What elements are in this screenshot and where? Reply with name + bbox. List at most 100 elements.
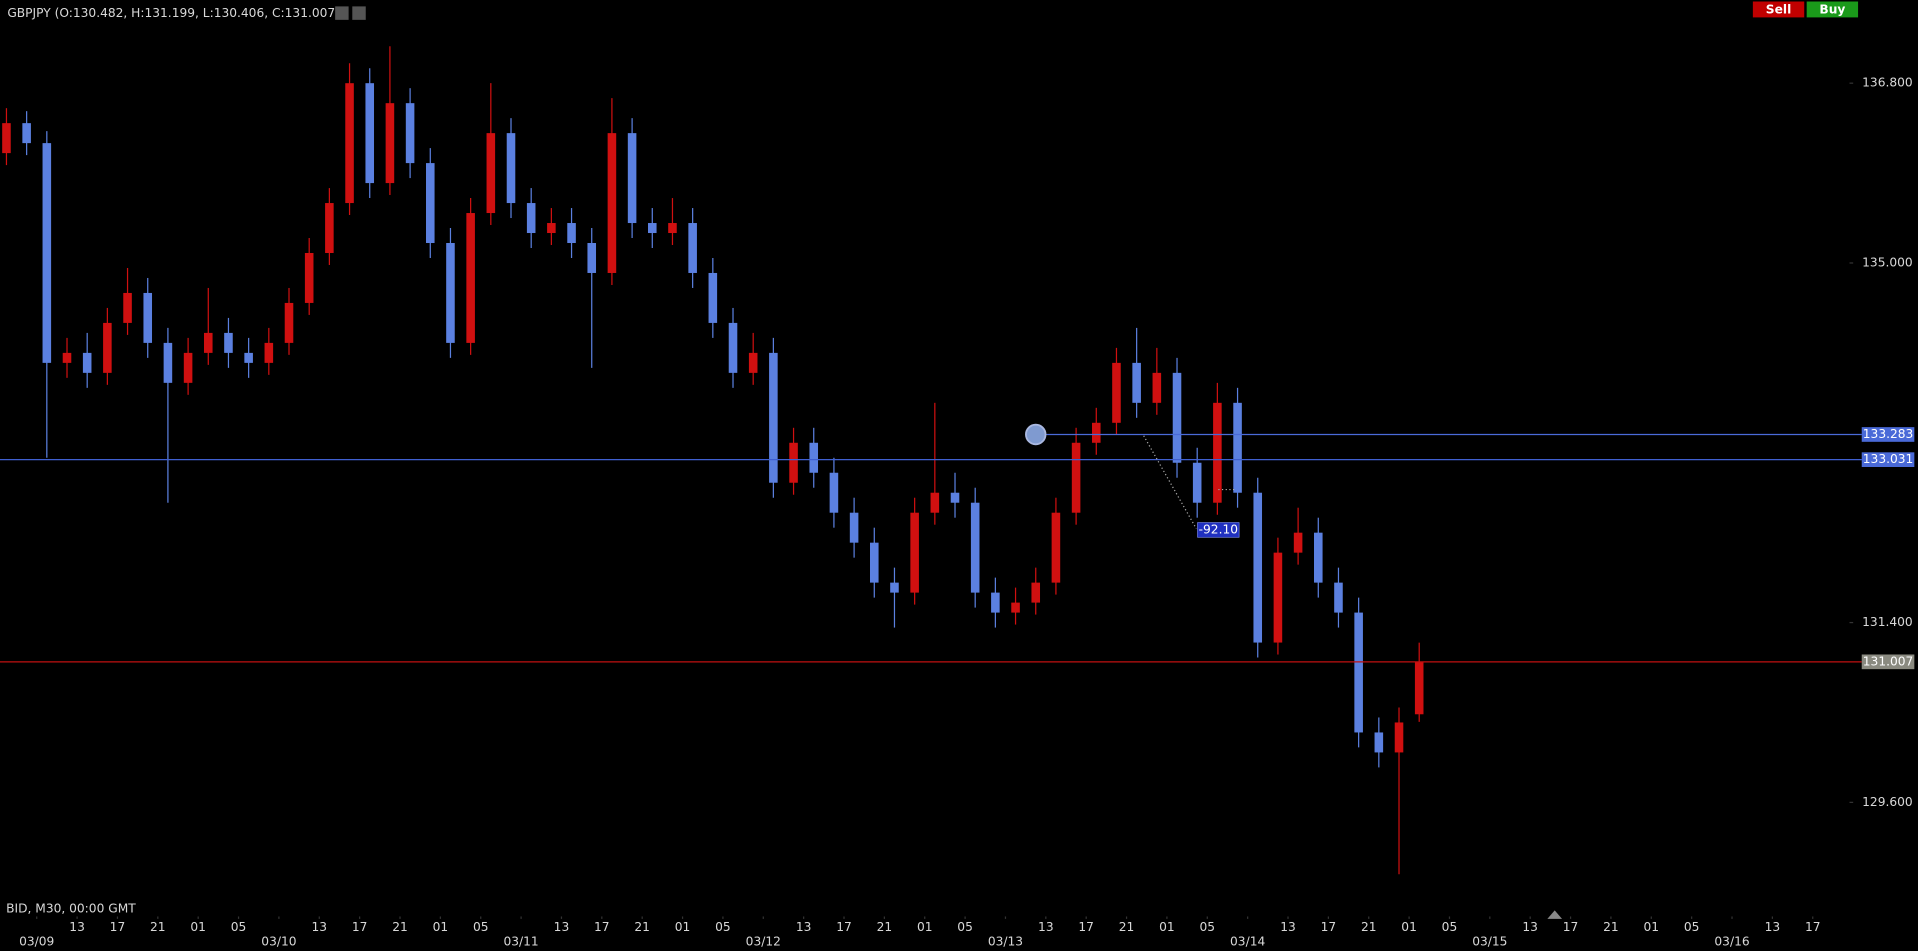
- y-tick-label: 135.000: [1862, 255, 1913, 269]
- x-tick-label: 13: [796, 920, 812, 934]
- x-date-label: 03/11: [503, 935, 538, 949]
- candle-body: [405, 103, 415, 164]
- price-label-box: [1861, 452, 1915, 468]
- candle-body: [183, 352, 193, 383]
- candle-body: [1314, 532, 1323, 583]
- trade-button-label[interactable]: Sell: [1766, 3, 1791, 17]
- x-tick-label: 01: [1401, 920, 1417, 934]
- x-date-label: 03/10: [261, 935, 296, 949]
- x-tick-label: 21: [1119, 920, 1135, 934]
- x-tick-label: 13: [311, 920, 327, 934]
- measure-line: [1143, 435, 1197, 530]
- icon-button[interactable]: [352, 6, 366, 20]
- candle-body: [1112, 362, 1121, 423]
- candle-body: [829, 472, 839, 513]
- x-tick-label: 17: [594, 920, 610, 934]
- candle-body: [1253, 492, 1263, 643]
- chart-title: GBPJPY (O:130.482, H:131.199, L:130.406,…: [7, 6, 340, 20]
- x-tick-label: 21: [150, 920, 166, 934]
- x-tick-label: 13: [1280, 920, 1296, 934]
- x-tick-label: 21: [1361, 920, 1377, 934]
- x-tick-label: 13: [69, 920, 85, 934]
- x-tick-label: 05: [1200, 920, 1216, 934]
- trade-button[interactable]: [1806, 1, 1859, 18]
- candle-body: [163, 342, 173, 383]
- trade-button[interactable]: [1752, 1, 1805, 18]
- x-date-label: 03/16: [1714, 935, 1749, 949]
- x-tick-label: 21: [1603, 920, 1619, 934]
- x-tick-label: 13: [1522, 920, 1538, 934]
- candle-body: [1293, 532, 1303, 553]
- y-tick-label: 131.400: [1862, 615, 1913, 629]
- candle-body: [1031, 582, 1041, 603]
- candle-body: [910, 512, 919, 593]
- candle-body: [446, 243, 455, 343]
- x-tick-label: 17: [1563, 920, 1579, 934]
- trade-button-label[interactable]: Buy: [1819, 3, 1845, 17]
- candle-body: [688, 223, 697, 273]
- candle-body: [103, 322, 112, 373]
- candle-body: [1374, 732, 1384, 753]
- scroll-marker[interactable]: [1547, 910, 1563, 919]
- candle-body: [1132, 362, 1141, 403]
- candle-body: [668, 223, 677, 234]
- x-tick-label: 13: [554, 920, 570, 934]
- candle-body: [567, 223, 576, 244]
- x-tick-label: 21: [392, 920, 408, 934]
- candle-body: [1071, 442, 1081, 513]
- candle-body: [123, 292, 132, 323]
- candle-body: [1172, 372, 1182, 463]
- candle-body: [425, 163, 435, 244]
- x-tick-label: 21: [634, 920, 650, 934]
- candle-body: [849, 512, 859, 543]
- candle-body: [587, 243, 597, 273]
- candle-body: [769, 352, 778, 483]
- x-tick-label: 05: [1442, 920, 1458, 934]
- candle-body: [1051, 512, 1061, 583]
- candle-body: [930, 492, 940, 513]
- candle-body: [870, 542, 879, 583]
- x-tick-label: 01: [675, 920, 691, 934]
- x-tick-label: 05: [231, 920, 247, 934]
- x-tick-label: 13: [1765, 920, 1781, 934]
- x-tick-label: 05: [957, 920, 973, 934]
- y-tick-label: 129.600: [1862, 795, 1913, 809]
- x-tick-label: 17: [836, 920, 852, 934]
- x-tick-label: 21: [877, 920, 893, 934]
- x-tick-label: 01: [433, 920, 449, 934]
- candle-body: [890, 582, 899, 593]
- candle-body: [647, 223, 657, 234]
- candle-body: [284, 302, 294, 343]
- x-tick-label: 05: [715, 920, 731, 934]
- candle-body: [2, 123, 11, 154]
- candle-body: [345, 83, 354, 204]
- candle-body: [1334, 582, 1343, 613]
- x-tick-label: 01: [1159, 920, 1175, 934]
- x-tick-label: 01: [190, 920, 206, 934]
- x-tick-label: 17: [1805, 920, 1821, 934]
- candle-body: [82, 352, 92, 373]
- candle-body: [1152, 372, 1162, 403]
- candle-body: [728, 322, 738, 373]
- candle-body: [244, 352, 253, 363]
- price-label-box: [1861, 427, 1915, 442]
- x-tick-label: 17: [1321, 920, 1337, 934]
- line-anchor[interactable]: [1025, 423, 1047, 446]
- y-tick-label: 136.800: [1862, 76, 1913, 90]
- candle-body: [385, 103, 395, 184]
- candle-body: [970, 502, 980, 593]
- annotation: -92.10: [1199, 522, 1238, 536]
- candle-body: [991, 592, 1000, 613]
- candle-body: [789, 442, 798, 483]
- x-date-label: 03/13: [988, 935, 1023, 949]
- x-tick-label: 05: [1684, 920, 1700, 934]
- candle-body: [466, 213, 475, 343]
- x-tick-label: 17: [110, 920, 126, 934]
- candle-body: [486, 133, 496, 214]
- candle-body: [22, 123, 31, 144]
- icon-button[interactable]: [335, 6, 349, 20]
- x-tick-label: 01: [917, 920, 933, 934]
